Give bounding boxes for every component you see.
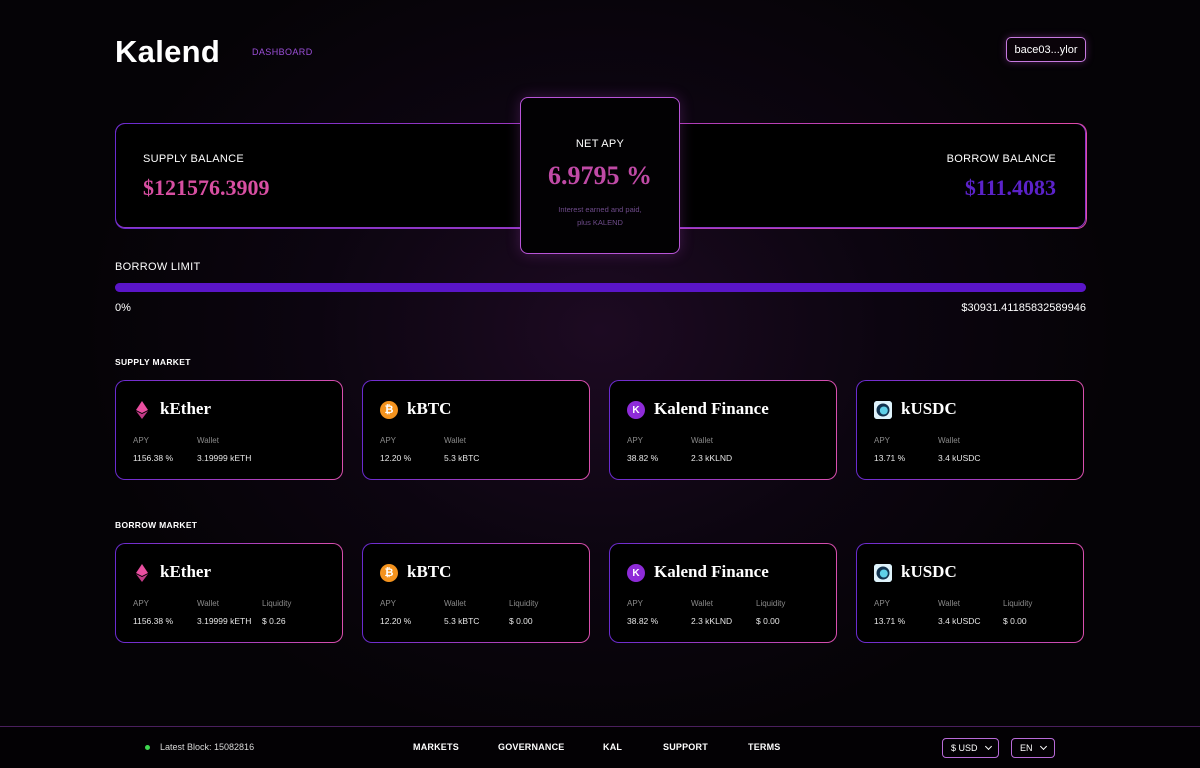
borrow-card-kalend-finance[interactable]: K Kalend Finance APY 38.82 % Wallet 2.3 kK… — [609, 543, 837, 643]
borrow-card-kusdc[interactable]: kUSDC APY 13.71 % Wallet 3.4 kUSDC Liquidi… — [856, 543, 1084, 643]
apy-value: 12.20 % — [380, 616, 412, 626]
wallet-label: Wallet — [197, 599, 219, 608]
net-apy-card: NET APY 6.9795 % Interest earned and pai… — [520, 97, 680, 254]
asset-name: kBTC — [407, 399, 452, 418]
borrow-market-title: BORROW MARKET — [115, 520, 198, 530]
wallet-value: 3.19999 kETH — [197, 616, 252, 626]
apy-value: 13.71 % — [874, 453, 906, 463]
supply-balance-value: $121576.3909 — [143, 175, 270, 200]
asset-name: kBTC — [407, 562, 452, 581]
asset-name: kUSDC — [901, 562, 957, 581]
supply-card-kether[interactable]: kEther APY 1156.38 % Wallet 3.19999 kETH — [115, 380, 343, 480]
wallet-label: Wallet — [444, 599, 466, 608]
wallet-value: 2.3 kKLND — [691, 616, 733, 626]
ethereum-icon — [133, 401, 151, 419]
apy-label: APY — [133, 436, 150, 445]
apy-value: 13.71 % — [874, 616, 906, 626]
liquidity-label: Liquidity — [509, 599, 539, 608]
net-apy-label: NET APY — [575, 138, 625, 150]
liquidity-value: $ 0.26 — [262, 616, 286, 626]
apy-label: APY — [627, 599, 644, 608]
liquidity-label: Liquidity — [262, 599, 292, 608]
footer-link-kal[interactable]: KAL — [603, 742, 623, 752]
borrow-limit-max: $30931.41185832589946 — [961, 302, 1086, 314]
borrow-limit-label: BORROW LIMIT — [115, 261, 201, 273]
apy-value: 1156.38 % — [133, 616, 174, 626]
nav-dashboard-link[interactable]: DASHBOARD — [252, 47, 313, 57]
currency-value: $ USD — [951, 743, 978, 753]
borrow-limit-progress-bar — [115, 283, 1086, 292]
language-value: EN — [1020, 743, 1033, 753]
usdc-icon — [874, 564, 892, 582]
apy-value: 38.82 % — [627, 616, 659, 626]
usdc-icon — [874, 401, 892, 419]
asset-name: kEther — [160, 562, 211, 581]
chevron-down-icon — [1039, 742, 1047, 751]
supply-market-title: SUPPLY MARKET — [115, 357, 191, 367]
borrow-card-kbtc[interactable]: ₿ kBTC APY 12.20 % Wallet 5.3 kBTC Liquidi… — [362, 543, 590, 643]
wallet-value: 3.4 kUSDC — [938, 616, 981, 626]
app-logo[interactable]: Kalend — [115, 34, 221, 69]
supply-market-list: kEther APY 1156.38 % Wallet 3.19999 kETH ₿… — [115, 380, 1086, 480]
borrow-balance-label: BORROW BALANCE — [946, 153, 1056, 165]
currency-select[interactable]: $ USD — [942, 738, 999, 758]
wallet-label: Wallet — [938, 436, 960, 445]
apy-value: 12.20 % — [380, 453, 412, 463]
language-select[interactable]: EN — [1011, 738, 1055, 758]
wallet-value: 5.3 kBTC — [444, 453, 480, 463]
apy-value: 38.82 % — [627, 453, 659, 463]
supply-card-kbtc[interactable]: ₿ kBTC APY 12.20 % Wallet 5.3 kBTC — [362, 380, 590, 480]
liquidity-value: $ 0.00 — [1003, 616, 1027, 626]
wallet-value: 5.3 kBTC — [444, 616, 480, 626]
status-dot-icon — [145, 745, 150, 750]
footer-link-support[interactable]: SUPPORT — [663, 742, 708, 752]
supply-card-kusdc[interactable]: kUSDC APY 13.71 % Wallet 3.4 kUSDC — [856, 380, 1084, 480]
apy-label: APY — [380, 599, 397, 608]
apy-label: APY — [874, 599, 891, 608]
wallet-value: 2.3 kKLND — [691, 453, 733, 463]
wallet-address-button[interactable]: bace03...ylor — [1006, 37, 1086, 62]
wallet-label: Wallet — [691, 599, 713, 608]
borrow-limit-progress-fill — [115, 283, 1086, 292]
asset-name: Kalend Finance — [654, 562, 769, 581]
latest-block: Latest Block: 15082816 — [160, 742, 255, 752]
kalend-icon: K — [627, 401, 645, 419]
borrow-market-list: kEther APY 1156.38 % Wallet 3.19999 kETH L… — [115, 543, 1086, 643]
apy-label: APY — [380, 436, 397, 445]
wallet-label: Wallet — [444, 436, 466, 445]
net-apy-description: Interest earned and paid, plus KALEND — [558, 205, 642, 227]
chevron-down-icon — [984, 742, 992, 751]
bitcoin-icon: ₿ — [380, 564, 398, 582]
liquidity-label: Liquidity — [756, 599, 786, 608]
supply-balance-label: SUPPLY BALANCE — [143, 153, 245, 165]
liquidity-value: $ 0.00 — [509, 616, 533, 626]
borrow-limit-percent: 0% — [115, 302, 131, 314]
liquidity-value: $ 0.00 — [756, 616, 780, 626]
apy-value: 1156.38 % — [133, 453, 174, 463]
asset-name: Kalend Finance — [654, 399, 769, 418]
apy-label: APY — [133, 599, 150, 608]
wallet-label: Wallet — [938, 599, 960, 608]
wallet-label: Wallet — [197, 436, 219, 445]
wallet-value: 3.4 kUSDC — [938, 453, 981, 463]
apy-label: APY — [874, 436, 891, 445]
asset-name: kUSDC — [901, 399, 957, 418]
ethereum-icon — [133, 564, 151, 582]
apy-label: APY — [627, 436, 644, 445]
supply-card-kalend-finance[interactable]: K Kalend Finance APY 38.82 % Wallet 2.3 kK… — [609, 380, 837, 480]
footer-link-markets[interactable]: MARKETS — [413, 742, 459, 752]
footer: Latest Block: 15082816 MARKETS GOVERNANC… — [0, 726, 1200, 768]
asset-name: kEther — [160, 399, 211, 418]
borrow-card-kether[interactable]: kEther APY 1156.38 % Wallet 3.19999 kETH L… — [115, 543, 343, 643]
footer-link-terms[interactable]: TERMS — [748, 742, 781, 752]
borrow-balance-value: $111.4083 — [964, 175, 1056, 200]
footer-link-governance[interactable]: GOVERNANCE — [498, 742, 565, 752]
wallet-label: Wallet — [691, 436, 713, 445]
bitcoin-icon: ₿ — [380, 401, 398, 419]
net-apy-value: 6.9795 % — [548, 161, 652, 190]
liquidity-label: Liquidity — [1003, 599, 1033, 608]
wallet-value: 3.19999 kETH — [197, 453, 252, 463]
kalend-icon: K — [627, 564, 645, 582]
